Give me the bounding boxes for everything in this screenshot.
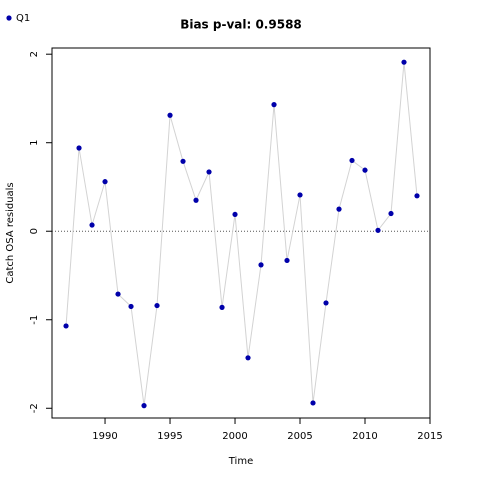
point: [258, 262, 264, 268]
legend-marker: [6, 15, 12, 21]
point: [414, 193, 420, 199]
y-tick-label: 0: [29, 228, 40, 234]
point: [180, 158, 186, 164]
point: [115, 291, 121, 297]
y-tick-label: -1: [29, 315, 40, 325]
point: [167, 112, 173, 118]
point: [284, 257, 290, 264]
point: [219, 304, 225, 310]
point: [154, 302, 160, 309]
point: [401, 59, 407, 65]
chart-title: Bias p-val: 0.9588: [180, 18, 302, 32]
legend-label: Q1: [16, 13, 30, 24]
point: [388, 210, 394, 217]
y-tick-label: -2: [29, 403, 40, 413]
point: [128, 303, 134, 310]
point: [102, 179, 108, 185]
point: [310, 400, 316, 406]
point: [375, 227, 381, 233]
x-axis-label: Time: [228, 456, 253, 467]
point: [89, 222, 95, 228]
point: [362, 167, 368, 173]
point: [141, 403, 147, 409]
x-tick-label: 1995: [157, 431, 182, 442]
series-line: [65, 62, 418, 406]
x-tick-label: 1990: [92, 431, 117, 442]
y-tick-label: 2: [29, 51, 40, 57]
point: [232, 211, 238, 218]
point: [206, 169, 212, 175]
point: [323, 300, 329, 306]
x-tick-label: 2015: [417, 431, 442, 442]
point: [349, 157, 355, 164]
y-axis-label: Catch OSA residuals: [5, 182, 16, 283]
point: [63, 323, 69, 329]
point: [271, 102, 277, 108]
x-tick-label: 2005: [287, 431, 312, 442]
y-tick-label: 1: [29, 140, 40, 146]
x-tick-label: 2010: [352, 431, 377, 442]
point: [336, 206, 342, 212]
point: [245, 355, 251, 361]
point: [297, 192, 303, 198]
point: [76, 145, 82, 151]
x-tick-label: 2000: [222, 431, 247, 442]
point: [193, 197, 199, 203]
plot-frame: [51, 47, 431, 419]
